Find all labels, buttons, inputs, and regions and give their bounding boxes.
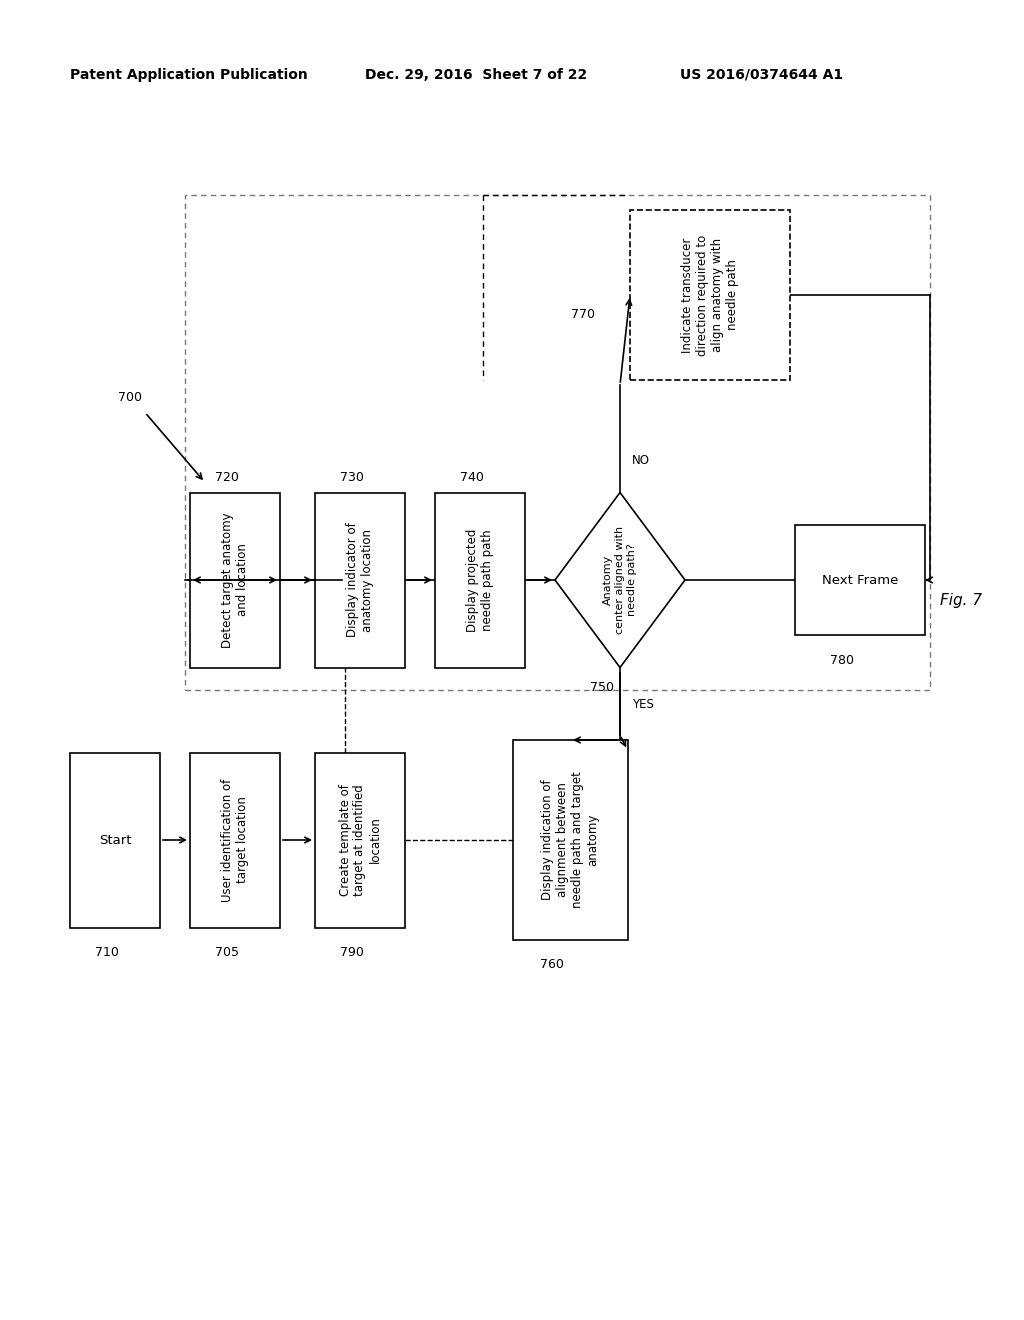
- Text: Indicate transducer
direction required to
align anatomy with
needle path: Indicate transducer direction required t…: [681, 235, 739, 355]
- Text: Detect target anatomy
and location: Detect target anatomy and location: [221, 512, 249, 648]
- Text: 770: 770: [571, 309, 595, 322]
- Text: YES: YES: [632, 697, 654, 710]
- Text: NO: NO: [632, 454, 650, 467]
- Bar: [630, 210, 790, 380]
- Text: 760: 760: [540, 958, 564, 972]
- Bar: [70, 752, 160, 928]
- Text: Display projected
needle path path: Display projected needle path path: [466, 528, 494, 632]
- Text: Fig. 7: Fig. 7: [940, 593, 982, 607]
- Text: 705: 705: [215, 946, 239, 960]
- Polygon shape: [555, 492, 685, 668]
- Bar: [190, 752, 280, 928]
- Text: Patent Application Publication: Patent Application Publication: [70, 69, 308, 82]
- Text: 750: 750: [590, 681, 614, 694]
- Bar: [315, 752, 406, 928]
- Text: 730: 730: [340, 471, 364, 484]
- Text: Display indicator of
anatomy location: Display indicator of anatomy location: [346, 523, 374, 638]
- Text: 780: 780: [830, 653, 854, 667]
- Text: Anatomy
center aligned with
needle path?: Anatomy center aligned with needle path?: [603, 525, 637, 634]
- Bar: [435, 492, 525, 668]
- Text: 790: 790: [340, 946, 364, 960]
- Text: Display indication of
alignment between
needle path and target
anatomy: Display indication of alignment between …: [541, 772, 599, 908]
- Text: 740: 740: [460, 471, 484, 484]
- Text: 720: 720: [215, 471, 239, 484]
- Bar: [795, 525, 925, 635]
- Text: Next Frame: Next Frame: [822, 573, 898, 586]
- Bar: [185, 195, 930, 690]
- Bar: [512, 741, 628, 940]
- Text: 710: 710: [95, 946, 119, 960]
- Bar: [190, 492, 280, 668]
- Text: 700: 700: [118, 391, 142, 404]
- Text: US 2016/0374644 A1: US 2016/0374644 A1: [680, 69, 843, 82]
- Text: User identification of
target location: User identification of target location: [221, 779, 249, 902]
- Text: Create template of
target at identified
location: Create template of target at identified …: [339, 784, 382, 896]
- Text: Start: Start: [98, 833, 131, 846]
- Bar: [315, 492, 406, 668]
- Text: Dec. 29, 2016  Sheet 7 of 22: Dec. 29, 2016 Sheet 7 of 22: [365, 69, 587, 82]
